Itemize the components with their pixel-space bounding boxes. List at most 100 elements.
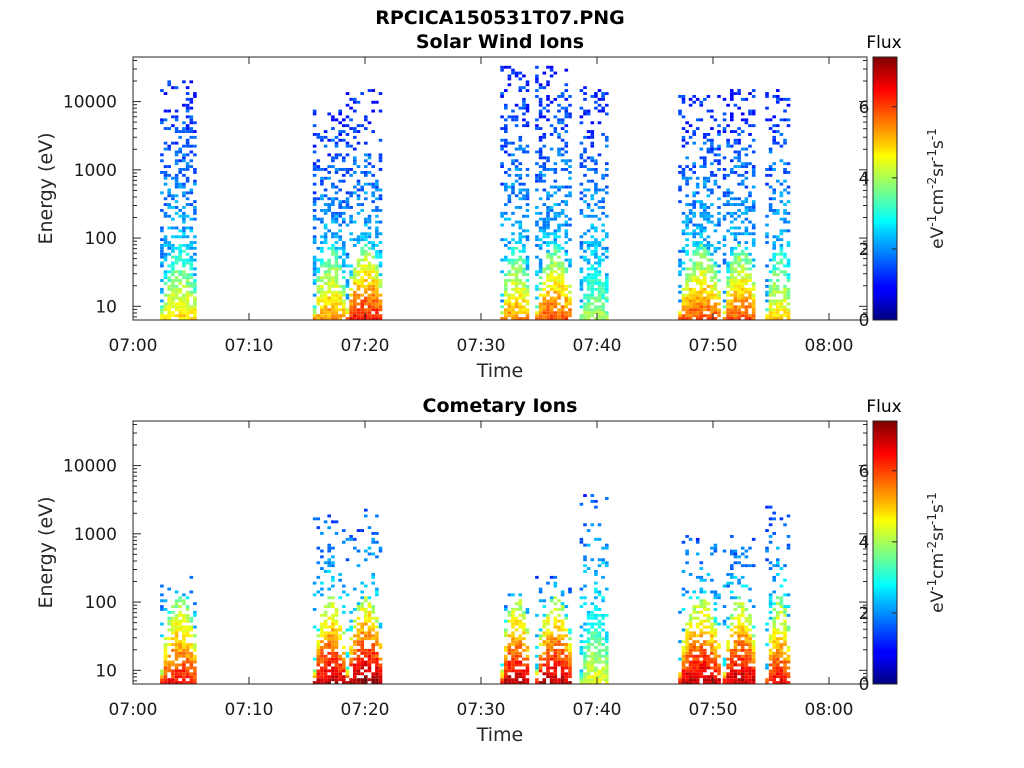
heatmap-cell bbox=[553, 666, 558, 670]
heatmap-cell bbox=[525, 203, 530, 206]
heatmap-cell bbox=[590, 494, 595, 497]
heatmap-cell bbox=[511, 648, 515, 652]
heatmap-cell bbox=[542, 311, 547, 315]
heatmap-cell bbox=[364, 249, 368, 253]
heatmap-cell bbox=[525, 657, 530, 661]
heatmap-cell bbox=[518, 605, 523, 608]
heatmap-cell bbox=[356, 634, 361, 638]
heatmap-cell bbox=[706, 217, 711, 221]
heatmap-cell bbox=[568, 311, 572, 315]
heatmap-cell bbox=[323, 296, 328, 300]
heatmap-cell bbox=[522, 628, 526, 632]
heatmap-cell bbox=[171, 672, 175, 676]
heatmap-cell bbox=[323, 223, 328, 227]
heatmap-cell bbox=[546, 232, 550, 236]
heatmap-cell bbox=[579, 165, 584, 168]
heatmap-cell bbox=[320, 217, 324, 221]
heatmap-cell bbox=[703, 613, 707, 617]
heatmap-cell bbox=[538, 599, 543, 603]
heatmap-cell bbox=[710, 244, 714, 247]
heatmap-cell bbox=[706, 640, 711, 644]
heatmap-cell bbox=[695, 226, 700, 230]
heatmap-cell bbox=[316, 672, 321, 676]
heatmap-cell bbox=[320, 246, 324, 250]
heatmap-cell bbox=[568, 654, 572, 658]
heatmap-cell bbox=[740, 625, 745, 629]
heatmap-cell bbox=[316, 290, 321, 294]
heatmap-cell bbox=[768, 168, 773, 171]
heatmap-cell bbox=[786, 628, 791, 632]
heatmap-cell bbox=[557, 276, 561, 280]
heatmap-cell bbox=[594, 246, 598, 250]
heatmap-cell bbox=[378, 153, 383, 157]
heatmap-cell bbox=[522, 284, 526, 288]
heatmap-cell bbox=[703, 605, 707, 608]
heatmap-cell bbox=[320, 622, 324, 626]
heatmap-cell bbox=[371, 302, 375, 306]
heatmap-cell bbox=[342, 252, 346, 256]
heatmap-cell bbox=[744, 555, 749, 559]
heatmap-cell bbox=[342, 657, 346, 661]
heatmap-cell bbox=[364, 244, 368, 247]
heatmap-cell bbox=[331, 678, 335, 682]
heatmap-cell bbox=[692, 302, 696, 306]
heatmap-cell bbox=[174, 226, 179, 230]
heatmap-cell bbox=[557, 290, 561, 294]
heatmap-cell bbox=[331, 252, 335, 256]
heatmap-cell bbox=[174, 173, 179, 177]
heatmap-cell bbox=[730, 628, 734, 632]
heatmap-cell bbox=[772, 660, 776, 664]
heatmap-cell bbox=[182, 217, 186, 221]
heatmap-cell bbox=[586, 258, 591, 262]
heatmap-cell bbox=[579, 241, 584, 244]
heatmap-cell bbox=[594, 276, 598, 280]
heatmap-cell bbox=[772, 252, 776, 256]
heatmap-cell bbox=[507, 314, 512, 318]
heatmap-cell bbox=[364, 141, 368, 145]
heatmap-cell bbox=[178, 305, 182, 309]
heatmap-cell bbox=[560, 264, 565, 268]
heatmap-cell bbox=[193, 625, 197, 629]
heatmap-cell bbox=[751, 654, 756, 658]
heatmap-cell bbox=[597, 631, 602, 635]
heatmap-cell bbox=[542, 640, 547, 644]
heatmap-cell bbox=[334, 156, 339, 160]
heatmap-cell bbox=[597, 619, 602, 623]
heatmap-cell bbox=[342, 284, 346, 288]
heatmap-cell bbox=[692, 640, 696, 644]
heatmap-cell bbox=[182, 308, 186, 312]
heatmap-cell bbox=[726, 188, 730, 192]
heatmap-cell bbox=[765, 173, 769, 177]
heatmap-cell bbox=[553, 654, 558, 658]
heatmap-cell bbox=[695, 244, 700, 247]
heatmap-cell bbox=[349, 537, 353, 541]
heatmap-cell bbox=[772, 241, 776, 244]
heatmap-cell bbox=[717, 622, 721, 626]
heatmap-cell bbox=[586, 622, 591, 626]
heatmap-cell bbox=[703, 267, 707, 271]
heatmap-cell bbox=[546, 276, 550, 280]
heatmap-cell bbox=[586, 643, 591, 646]
heatmap-cell bbox=[703, 625, 707, 629]
heatmap-cell bbox=[685, 631, 689, 635]
heatmap-cell bbox=[360, 171, 364, 174]
heatmap-cell bbox=[312, 203, 317, 206]
heatmap-cell bbox=[507, 141, 512, 145]
heatmap-cell bbox=[549, 241, 554, 244]
heatmap-cell bbox=[726, 681, 730, 684]
heatmap-cell bbox=[334, 171, 339, 174]
heatmap-cell bbox=[568, 657, 572, 661]
heatmap-cell bbox=[338, 267, 342, 271]
heatmap-cell bbox=[744, 287, 749, 291]
heatmap-cell bbox=[722, 311, 727, 315]
heatmap-cell bbox=[751, 287, 756, 291]
heatmap-cell bbox=[583, 255, 587, 259]
heatmap-cell bbox=[538, 287, 543, 291]
heatmap-cell bbox=[518, 235, 523, 239]
heatmap-cell bbox=[171, 619, 175, 623]
heatmap-cell bbox=[590, 214, 595, 218]
heatmap-cell bbox=[549, 185, 554, 189]
heatmap-cell bbox=[538, 226, 543, 230]
heatmap-cell bbox=[706, 299, 711, 303]
heatmap-cell bbox=[375, 305, 379, 309]
